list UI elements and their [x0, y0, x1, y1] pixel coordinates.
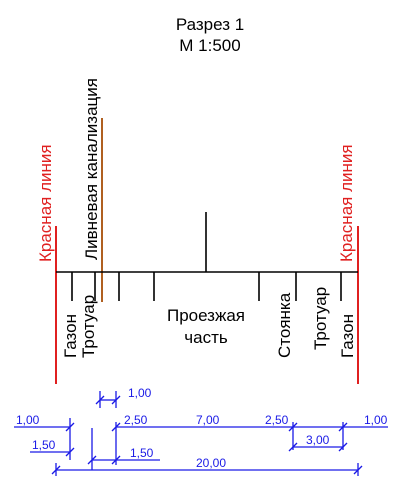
lawn-left-label: Газон	[61, 314, 80, 358]
dim-roadway: 7,00	[196, 413, 220, 427]
title-block: Разрез 1 М 1:500	[0, 14, 393, 56]
dim-lawn-left: 1,00	[16, 413, 40, 427]
dim-total: 20,00	[196, 456, 226, 470]
sidewalk-left-label: Тротуар	[79, 295, 98, 358]
dim-parking-gap: 2,50	[265, 413, 289, 427]
dim-sidewalk-right: 3,00	[306, 433, 330, 447]
section-title: Разрез 1	[175, 15, 245, 34]
sidewalk-right-label: Тротуар	[311, 287, 330, 350]
scale-label: М 1:500	[179, 36, 241, 55]
dim-sewer-offset-bottom: 1,50	[130, 446, 154, 460]
red-line-left-label: Красная линия	[36, 144, 55, 262]
dimension-ticks	[51, 395, 363, 475]
roadway-label-line1: Проезжая	[167, 306, 245, 325]
dim-sewer-offset-top: 1,00	[128, 386, 152, 400]
lawn-right-label: Газон	[338, 314, 357, 358]
roadway-label-line2: часть	[184, 328, 228, 347]
dimension-lines	[14, 391, 388, 476]
red-line-right-label: Красная линия	[337, 144, 356, 262]
ground-ticks	[71, 272, 342, 301]
sewer-label: Ливневая канализация	[82, 78, 101, 260]
dim-sidewalk-left: 1,50	[32, 438, 56, 452]
parking-label: Стоянка	[275, 292, 294, 358]
dim-gap: 2,50	[124, 413, 148, 427]
dim-lawn-right: 1,00	[364, 413, 388, 427]
